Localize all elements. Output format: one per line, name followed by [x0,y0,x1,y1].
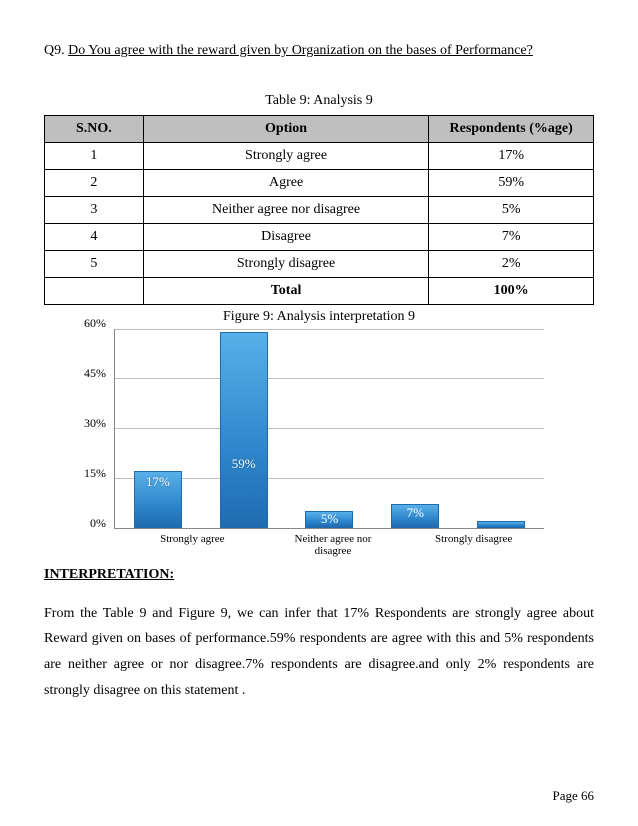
x-label: Strongly disagree [429,533,519,557]
bar-label: 59% [232,456,256,472]
bars: 17% 59% 5% 7% [115,329,544,528]
y-axis: 60% 45% 30% 15% 0% [84,329,114,529]
total-label: Total [143,277,428,304]
cell: 3 [45,196,144,223]
question-block: Q9. Do You agree with the reward given b… [44,38,594,65]
cell: 4 [45,223,144,250]
table-total-row: Total 100% [45,277,594,304]
x-spacer [84,529,122,557]
figure-caption: Figure 9: Analysis interpretation 9 [44,309,594,325]
col-option: Option [143,115,428,142]
cell: 5 [45,250,144,277]
plot-area: 17% 59% 5% 7% [114,329,544,529]
page-number: Page 66 [552,788,594,804]
table-row: 4 Disagree 7% [45,223,594,250]
x-axis: Strongly agree Neither agree nor disagre… [84,529,544,557]
cell-empty [45,277,144,304]
table-row: 5 Strongly disagree 2% [45,250,594,277]
bar-chart: 60% 45% 30% 15% 0% 17% 59% 5% [84,329,544,557]
interpretation-heading: INTERPRETATION: [44,567,594,583]
cell: Strongly agree [143,142,428,169]
table-header-row: S.NO. Option Respondents (%age) [45,115,594,142]
col-sno: S.NO. [45,115,144,142]
data-table: S.NO. Option Respondents (%age) 1 Strong… [44,115,594,305]
chart-plot: 60% 45% 30% 15% 0% 17% 59% 5% [84,329,544,529]
x-labels: Strongly agree Neither agree nor disagre… [122,529,544,557]
total-value: 100% [429,277,594,304]
table-row: 3 Neither agree nor disagree 5% [45,196,594,223]
question-text: Do You agree with the reward given by Or… [68,43,533,58]
question-prefix: Q9. [44,43,68,58]
cell: Disagree [143,223,428,250]
cell: Neither agree nor disagree [143,196,428,223]
interpretation-body: From the Table 9 and Figure 9, we can in… [44,601,594,705]
cell: 7% [429,223,594,250]
cell: 59% [429,169,594,196]
x-label: Strongly agree [147,533,237,557]
bar-strongly-disagree [477,521,525,528]
bar-disagree: 7% [391,504,439,527]
cell: 2% [429,250,594,277]
table-row: 2 Agree 59% [45,169,594,196]
bar-neither: 5% [305,511,353,528]
cell: Strongly disagree [143,250,428,277]
cell: 5% [429,196,594,223]
cell: 2 [45,169,144,196]
bar-label: 7% [407,505,424,521]
x-label: Neither agree nor disagree [288,533,378,557]
table-row: 1 Strongly agree 17% [45,142,594,169]
bar-label: 5% [321,511,338,527]
cell: 17% [429,142,594,169]
col-resp: Respondents (%age) [429,115,594,142]
cell: 1 [45,142,144,169]
bar-strongly-agree: 17% [134,471,182,527]
bar-agree: 59% [220,332,268,528]
cell: Agree [143,169,428,196]
table-caption: Table 9: Analysis 9 [44,93,594,109]
bar-label: 17% [146,474,170,490]
